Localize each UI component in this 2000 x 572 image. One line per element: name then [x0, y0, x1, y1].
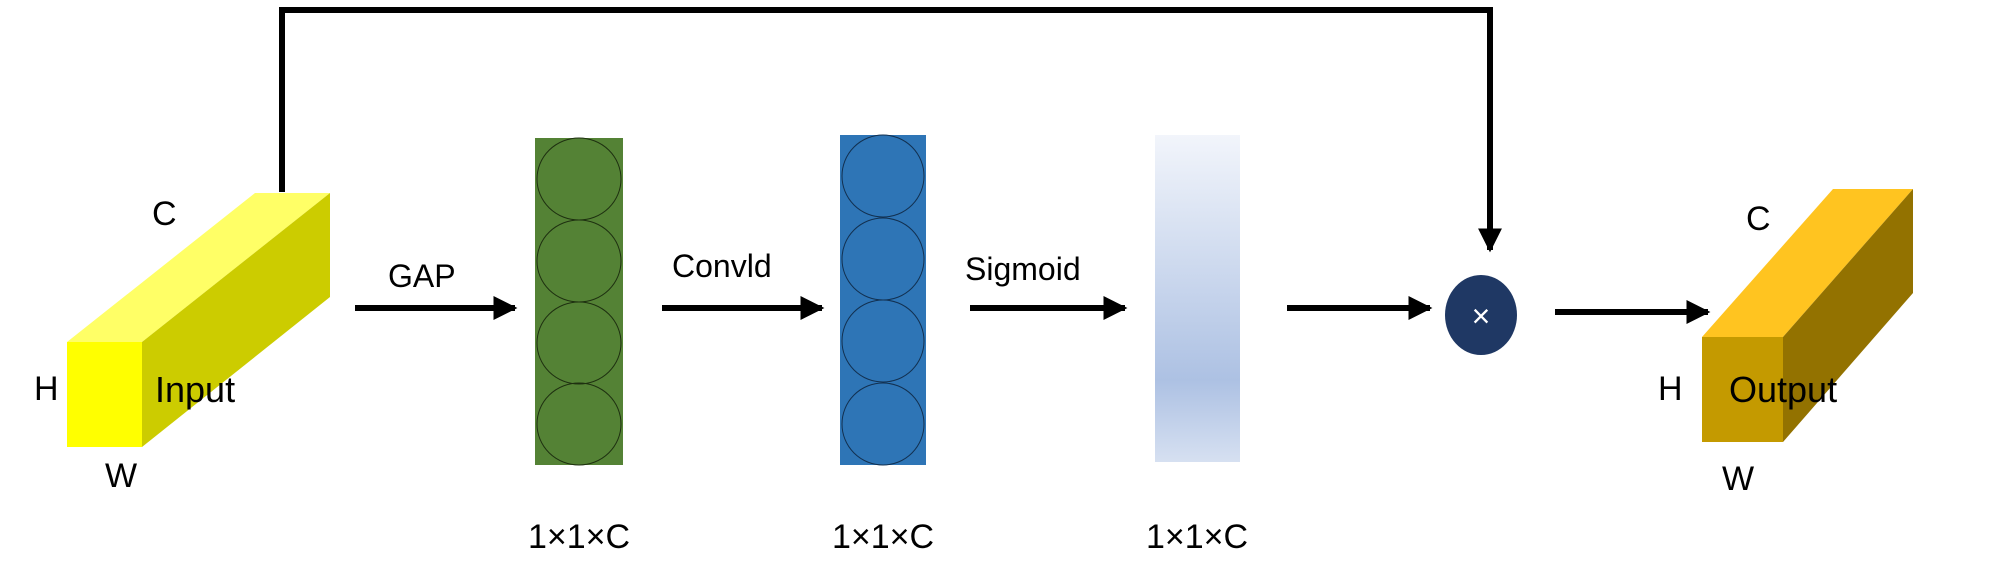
output-c-label: C [1746, 200, 1771, 238]
conv-shape-label: 1×1×C [832, 518, 934, 556]
multiply-icon: × [1472, 298, 1491, 334]
sigmoid-label: Sigmoid [965, 251, 1081, 287]
output-h-label: H [1658, 370, 1683, 408]
input-w-label: W [105, 457, 137, 495]
sigmoid-weights-bar [1155, 135, 1240, 462]
output-label: Output [1729, 369, 1837, 410]
output-w-label: W [1722, 460, 1754, 498]
conv-vector [840, 134, 926, 466]
output-tensor-block: Output C H W [1658, 189, 1913, 498]
input-h-label: H [34, 370, 59, 408]
conv-label: Convld [672, 248, 772, 284]
gap-label: GAP [388, 258, 456, 294]
input-tensor-block: Input C H W [34, 193, 330, 495]
gap-vector [535, 137, 623, 466]
input-c-label: C [152, 195, 177, 233]
gap-shape-label: 1×1×C [528, 518, 630, 556]
input-label: Input [155, 369, 235, 410]
sigmoid-shape-label: 1×1×C [1146, 518, 1248, 556]
skip-connection-line [279, 7, 1502, 253]
multiply-node: × [1445, 275, 1517, 355]
